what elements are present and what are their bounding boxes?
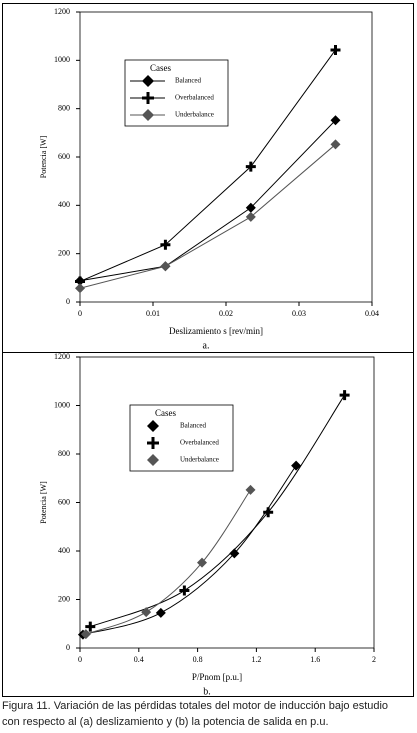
legend-marker: [142, 75, 154, 87]
figure: 0 0.01 0.02 0.03 0.04020040060080010001200De…: [2, 3, 414, 697]
series-line: [85, 489, 251, 635]
x-tick-label: 0.03: [292, 309, 306, 318]
x-tick-label: 0.02: [219, 309, 233, 318]
legend-title: Cases: [150, 63, 171, 73]
marker-plus: [179, 585, 190, 596]
plot-frame: [79, 356, 375, 649]
x-tick-label: 2: [372, 655, 376, 664]
marker-diamond: [330, 139, 341, 150]
y-tick-label: 1000: [54, 400, 70, 409]
legend-marker: [142, 92, 154, 104]
series-line: [90, 394, 346, 628]
marker-diamond: [245, 484, 256, 495]
series-line: [79, 49, 336, 282]
legend-marker: [147, 420, 159, 432]
legend-marker: [147, 454, 159, 466]
y-tick-label: 1200: [54, 7, 70, 16]
y-tick-label: 200: [58, 248, 70, 257]
marker-plus: [85, 621, 96, 632]
panel-frame: [2, 352, 414, 697]
y-tick-label: 600: [58, 497, 70, 506]
x-tick-label: 0.04: [365, 309, 379, 318]
series-line: [79, 119, 336, 282]
y-tick-label: 0: [66, 297, 70, 306]
marker-diamond: [155, 607, 166, 618]
x-tick-label: 0: [78, 655, 82, 664]
marker-diamond: [80, 629, 91, 640]
x-tick-label: 1.2: [251, 655, 261, 664]
legend-label: Underbalance: [175, 111, 214, 119]
plot-frame: [79, 11, 373, 303]
legend-label: Balanced: [180, 422, 207, 430]
x-axis-label: Deslizamiento s [rev/min]: [169, 326, 263, 336]
marker-diamond: [160, 261, 171, 272]
panel-label: a.: [203, 340, 210, 351]
y-tick-label: 800: [58, 449, 70, 458]
legend-label: Balanced: [175, 77, 202, 85]
marker-diamond: [245, 211, 256, 222]
legend-title: Cases: [155, 408, 176, 418]
y-tick-label: 1200: [54, 352, 70, 361]
marker-plus: [339, 390, 350, 401]
legend-label: Underbalance: [180, 456, 219, 464]
x-tick-label: 0.01: [146, 309, 160, 318]
y-tick-label: 600: [58, 152, 70, 161]
legend-label: Overbalanced: [180, 439, 219, 447]
panel-label: b.: [203, 686, 211, 697]
marker-diamond: [330, 115, 341, 126]
y-axis-label: Potencia [W]: [39, 135, 48, 178]
x-axis-label: P/Pnom [p.u.]: [192, 672, 242, 682]
x-tick-label: 0: [78, 309, 82, 318]
y-tick-label: 200: [58, 594, 70, 603]
marker-diamond: [75, 283, 85, 294]
legend-marker: [142, 109, 154, 121]
marker-diamond: [141, 607, 152, 618]
y-tick-label: 1000: [54, 55, 70, 64]
legend-marker: [147, 437, 159, 449]
caption-line: Figura 11. Variación de las pérdidas tot…: [2, 700, 389, 712]
series-line: [79, 144, 336, 289]
marker-diamond: [245, 202, 256, 213]
marker-diamond: [291, 460, 302, 471]
marker-diamond: [197, 557, 208, 568]
series-line: [82, 465, 297, 636]
y-tick-label: 400: [58, 546, 70, 555]
marker-plus: [263, 507, 274, 518]
y-axis-label: Potencia [W]: [39, 481, 48, 524]
marker-diamond: [229, 548, 240, 559]
marker-plus: [330, 44, 341, 55]
x-tick-label: 0.8: [193, 655, 203, 664]
caption-line: con respecto al (a) deslizamiento y (b) …: [2, 716, 329, 728]
legend-label: Overbalanced: [175, 94, 214, 102]
x-tick-label: 0.4: [134, 655, 144, 664]
y-tick-label: 400: [58, 200, 70, 209]
marker-plus: [245, 161, 256, 172]
y-tick-label: 0: [66, 643, 70, 652]
y-tick-label: 800: [58, 103, 70, 112]
marker-plus: [160, 239, 171, 250]
x-tick-label: 1.6: [310, 655, 320, 664]
